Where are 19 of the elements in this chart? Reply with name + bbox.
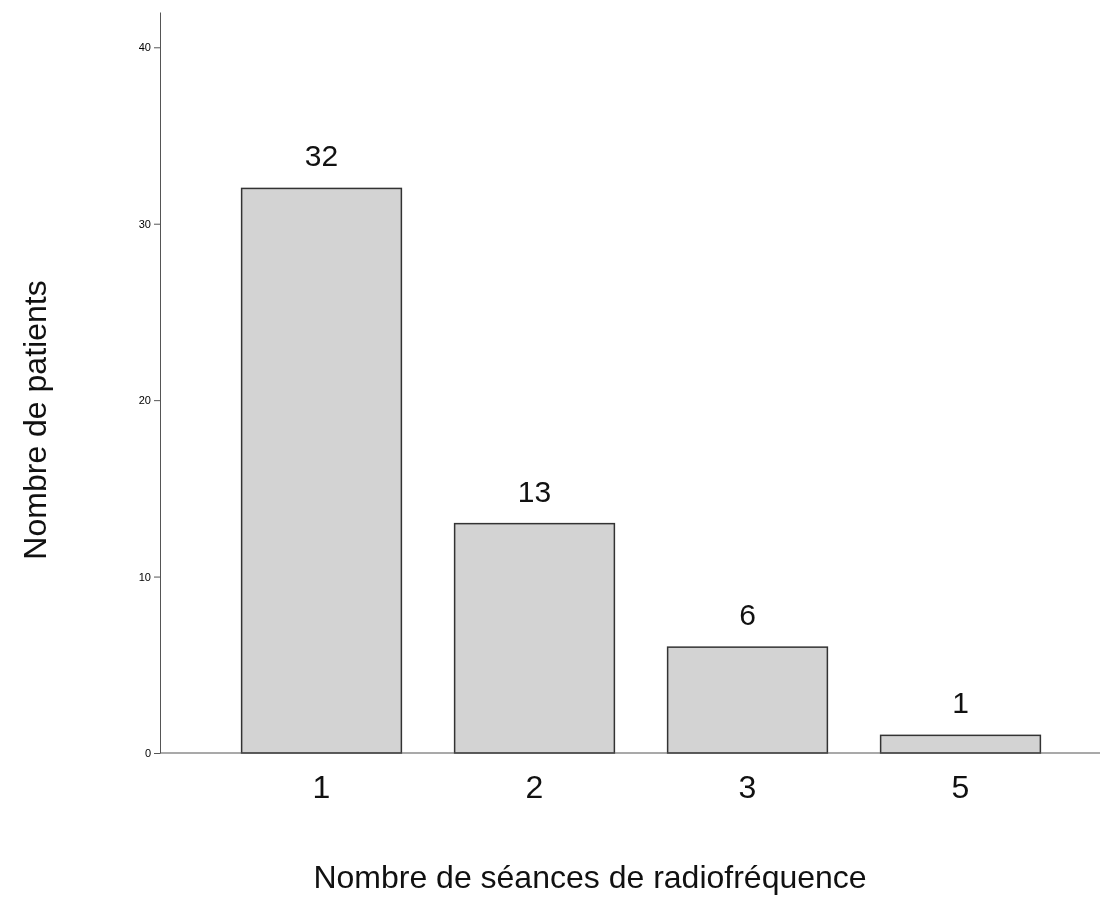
y-axis-title: Nombre de patients bbox=[17, 280, 53, 560]
bar bbox=[453, 522, 616, 754]
y-tick-label: 40 bbox=[138, 41, 151, 54]
x-tick-label: 2 bbox=[525, 768, 544, 805]
y-tick-label: 30 bbox=[138, 217, 151, 230]
data-label: 6 bbox=[739, 598, 756, 632]
y-tick-label: 10 bbox=[138, 570, 151, 583]
bar bbox=[240, 187, 403, 754]
x-tick-label: 3 bbox=[738, 768, 757, 805]
x-tick-label: 1 bbox=[312, 768, 331, 805]
y-tick-label: 20 bbox=[138, 394, 151, 407]
data-label: 13 bbox=[517, 474, 552, 508]
x-axis-title: Nombre de séances de radiofréquence bbox=[313, 859, 867, 895]
data-label: 1 bbox=[952, 686, 969, 720]
bar bbox=[666, 646, 829, 754]
x-tick-label: 5 bbox=[951, 768, 970, 805]
bar bbox=[879, 734, 1042, 754]
y-tick-label: 0 bbox=[144, 747, 151, 760]
data-label: 32 bbox=[304, 139, 339, 173]
